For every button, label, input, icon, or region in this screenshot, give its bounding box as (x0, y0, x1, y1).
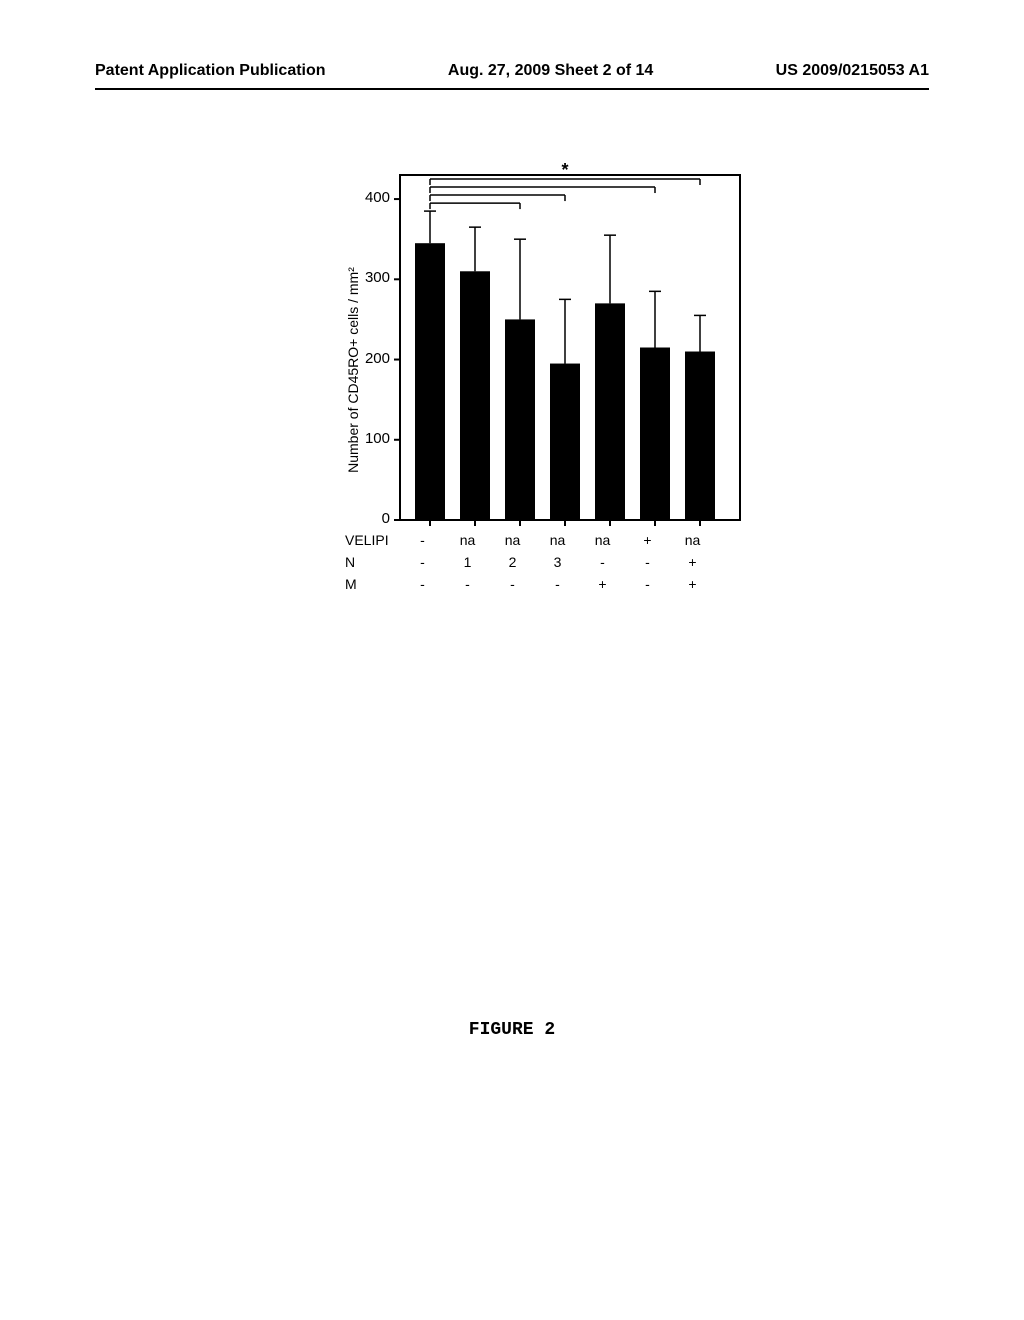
x-cell: + (670, 554, 715, 570)
x-cell: - (580, 554, 625, 570)
x-cell: - (445, 576, 490, 592)
x-category-row: VELIPI-nananana+na (345, 530, 715, 550)
x-cell: + (670, 576, 715, 592)
x-cell: + (580, 576, 625, 592)
x-category-row: N-123--+ (345, 552, 715, 572)
header-right: US 2009/0215053 A1 (776, 62, 929, 80)
x-cell: na (670, 532, 715, 548)
x-cell: 2 (490, 554, 535, 570)
x-cell: - (535, 576, 580, 592)
y-tick-label: 0 (350, 510, 390, 527)
x-cell: 3 (535, 554, 580, 570)
header-center: Aug. 27, 2009 Sheet 2 of 14 (448, 62, 653, 80)
x-cell: na (490, 532, 535, 548)
header-left: Patent Application Publication (95, 62, 326, 80)
svg-text:*: * (561, 160, 568, 180)
x-cell: - (625, 554, 670, 570)
x-cell: 1 (445, 554, 490, 570)
bar-chart: * Number of CD45RO+ cells / mm² 01002003… (280, 160, 760, 580)
x-category-row: M----+-+ (345, 574, 715, 594)
x-cell: + (625, 532, 670, 548)
x-cell: na (445, 532, 490, 548)
y-tick-label: 200 (350, 350, 390, 367)
x-row-label: VELIPI (345, 532, 400, 548)
y-tick-label: 400 (350, 189, 390, 206)
x-cell: - (400, 576, 445, 592)
x-cell: na (535, 532, 580, 548)
x-cell: - (400, 532, 445, 548)
x-cell: - (490, 576, 535, 592)
y-tick-label: 100 (350, 430, 390, 447)
x-row-label: M (345, 576, 400, 592)
header-divider (95, 88, 929, 90)
x-category-labels: VELIPI-nananana+naN-123--+M----+-+ (345, 530, 715, 596)
x-row-label: N (345, 554, 400, 570)
y-tick-label: 300 (350, 269, 390, 286)
figure-label: FIGURE 2 (0, 1020, 1024, 1040)
x-cell: na (580, 532, 625, 548)
x-cell: - (400, 554, 445, 570)
x-cell: - (625, 576, 670, 592)
